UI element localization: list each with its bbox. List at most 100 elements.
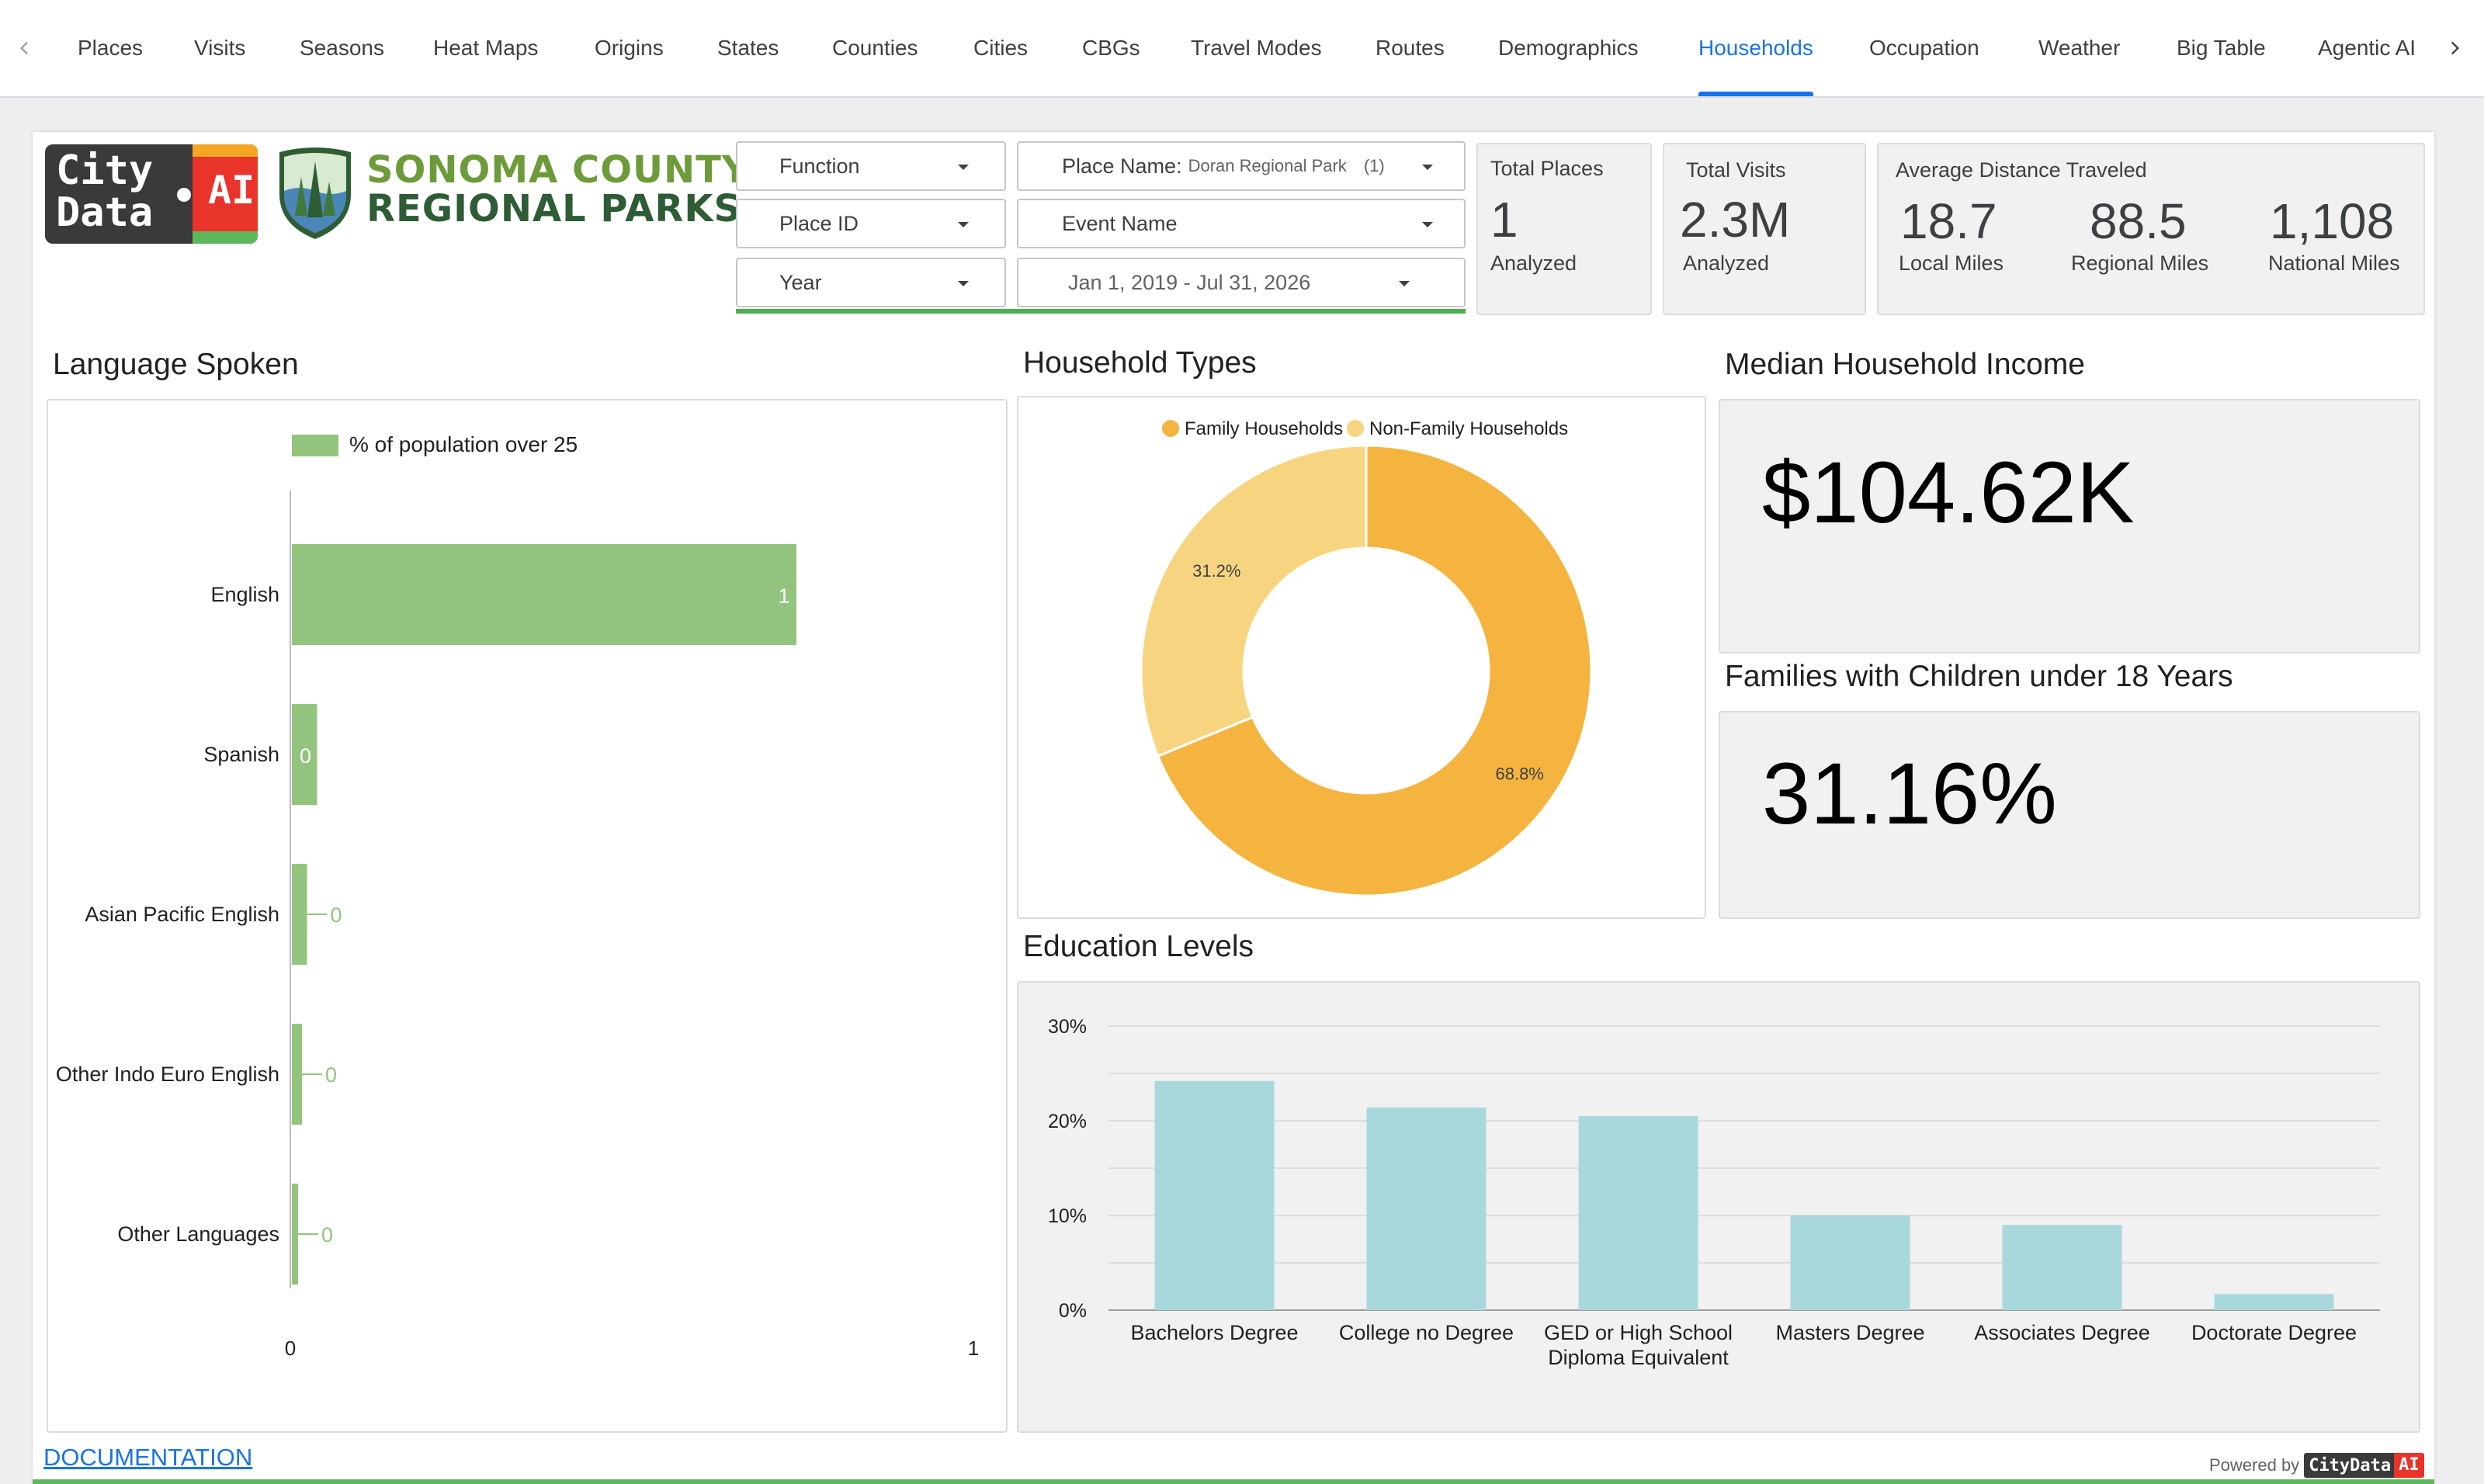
language-spoken-chart[interactable]: % of population over 25 English 1 Spanish 0 A… bbox=[48, 400, 1006, 1431]
bar-associates-degree bbox=[2002, 1225, 2122, 1310]
citydata-ai-logo: City Data AI bbox=[45, 144, 258, 244]
year-filter-label: Year bbox=[779, 270, 822, 294]
place-id-filter[interactable]: Place ID bbox=[736, 199, 1006, 248]
total-visits-scorecard: Total Visits 2.3M Analyzed bbox=[1663, 143, 1866, 315]
parks-logo-line2: REGIONAL PARKS bbox=[366, 187, 742, 231]
bar-college-no-degree bbox=[1366, 1107, 1487, 1310]
data-label: 0 bbox=[300, 744, 311, 768]
total-visits-title: Total Visits bbox=[1686, 158, 1786, 182]
tab-weather[interactable]: Weather bbox=[2038, 36, 2121, 60]
legend-swatch bbox=[292, 435, 338, 456]
powered-by-text: Powered by bbox=[2209, 1455, 2300, 1475]
place-name-filter-value: Doran Regional Park bbox=[1188, 156, 1347, 175]
families-children-card: 31.16% bbox=[1719, 711, 2420, 919]
families-children-value: 31.16% bbox=[1762, 745, 2057, 842]
tab-travel-modes[interactable]: Travel Modes bbox=[1191, 36, 1322, 60]
local-miles-label: Local Miles bbox=[1899, 251, 2004, 275]
household-types-chart[interactable]: Family Households Non-Family Households 68… bbox=[1018, 397, 1705, 917]
tab-places[interactable]: Places bbox=[78, 36, 144, 60]
tab-agentic-ai[interactable]: Agentic AI bbox=[2318, 36, 2416, 60]
report-bottom-accent bbox=[33, 1479, 2434, 1484]
dropdown-caret-icon bbox=[958, 281, 969, 286]
bar-asian-pacific-english bbox=[292, 864, 307, 965]
bar-english bbox=[292, 544, 796, 645]
total-places-sub: Analyzed bbox=[1490, 251, 1577, 275]
logo-word-data: Data bbox=[56, 189, 154, 236]
national-miles-label: National Miles bbox=[2268, 251, 2400, 275]
tab-routes[interactable]: Routes bbox=[1376, 36, 1445, 60]
y-tick-label: 0% bbox=[1059, 1300, 1087, 1322]
total-places-value: 1 bbox=[1490, 192, 1518, 248]
tab-occupation[interactable]: Occupation bbox=[1869, 36, 1979, 60]
tab-big-table[interactable]: Big Table bbox=[2177, 36, 2266, 60]
function-filter[interactable]: Function bbox=[736, 141, 1006, 191]
dropdown-caret-icon bbox=[1422, 222, 1433, 227]
dropdown-caret-icon bbox=[1399, 281, 1410, 286]
place-id-filter-label: Place ID bbox=[779, 211, 859, 235]
bar-ged-or-high-school-diploma-equivalent bbox=[1578, 1115, 1698, 1310]
tab-cities[interactable]: Cities bbox=[973, 36, 1029, 60]
chevron-right-icon bbox=[2451, 41, 2460, 55]
median-income-title: Median Household Income bbox=[1725, 348, 2085, 381]
tab-demographics[interactable]: Demographics bbox=[1498, 36, 1639, 60]
household-types-panel: Family Households Non-Family Households 68… bbox=[1017, 396, 1706, 919]
logo-word-city: City bbox=[56, 147, 154, 194]
dropdown-caret-icon bbox=[958, 222, 969, 227]
event-name-filter[interactable]: Event Name bbox=[1017, 199, 1466, 248]
data-label: 1 bbox=[778, 584, 789, 608]
tab-counties[interactable]: Counties bbox=[832, 36, 918, 60]
place-name-filter[interactable]: Place Name: Doran Regional Park (1) bbox=[1017, 141, 1466, 191]
bar-other-languages bbox=[292, 1184, 298, 1285]
year-filter[interactable]: Year bbox=[736, 258, 1006, 307]
powered-logo-ai: AI bbox=[2394, 1453, 2424, 1478]
scroll-right-button[interactable] bbox=[2439, 29, 2470, 67]
category-label: College no Degree bbox=[1339, 1321, 1514, 1344]
tab-heat-maps[interactable]: Heat Maps bbox=[433, 36, 539, 60]
powered-by-badge[interactable]: Powered by CityData AI bbox=[2209, 1453, 2424, 1478]
legend-label: % of population over 25 bbox=[349, 432, 578, 456]
data-label: 0 bbox=[325, 1063, 337, 1087]
data-label: 0 bbox=[331, 903, 342, 927]
powered-by-logo: CityData AI bbox=[2304, 1453, 2424, 1478]
household-types-title: Household Types bbox=[1023, 346, 1257, 380]
category-label: Other Languages bbox=[117, 1222, 279, 1246]
total-places-title: Total Places bbox=[1490, 157, 1604, 180]
place-name-filter-count: (1) bbox=[1363, 156, 1385, 175]
category-label: GED or High School bbox=[1544, 1321, 1733, 1344]
dropdown-caret-icon bbox=[1422, 165, 1433, 170]
report-page-tabs: Places Visits Seasons Heat Maps Origins … bbox=[0, 0, 2484, 98]
x-tick-label: 1 bbox=[968, 1337, 979, 1360]
legend-label: Family Households bbox=[1185, 418, 1343, 439]
category-label: Bachelors Degree bbox=[1130, 1321, 1298, 1344]
y-tick-label: 30% bbox=[1048, 1016, 1087, 1038]
category-label: Associates Degree bbox=[1974, 1321, 2150, 1344]
tab-states[interactable]: States bbox=[717, 36, 779, 60]
function-filter-label: Function bbox=[779, 154, 860, 178]
bar-spanish bbox=[292, 704, 317, 805]
local-miles-value: 18.7 bbox=[1900, 193, 1997, 249]
language-spoken-panel: % of population over 25 English 1 Spanish 0 A… bbox=[47, 399, 1008, 1433]
documentation-link[interactable]: DOCUMENTATION bbox=[43, 1444, 253, 1471]
bar-doctorate-degree bbox=[2214, 1294, 2334, 1310]
date-range-picker[interactable]: Jan 1, 2019 - Jul 31, 2026 bbox=[1017, 258, 1466, 307]
category-label: Masters Degree bbox=[1775, 1321, 1924, 1344]
tab-seasons[interactable]: Seasons bbox=[300, 36, 384, 60]
tab-origins[interactable]: Origins bbox=[595, 36, 664, 60]
tab-cbgs[interactable]: CBGs bbox=[1082, 36, 1140, 60]
education-levels-chart[interactable]: 0% 10% 20% 30% Bachelors Degree College no De… bbox=[1018, 983, 2419, 1431]
total-visits-sub: Analyzed bbox=[1683, 251, 1770, 275]
national-miles-value: 1,108 bbox=[2270, 193, 2395, 249]
y-tick-label: 20% bbox=[1048, 1111, 1087, 1132]
tab-visits[interactable]: Visits bbox=[194, 36, 246, 60]
category-label: English bbox=[210, 583, 279, 606]
slice-family-households bbox=[1156, 444, 1593, 897]
slice-label: 31.2% bbox=[1192, 561, 1240, 581]
logo-word-ai: AI bbox=[208, 168, 255, 213]
scroll-left-button[interactable] bbox=[9, 29, 40, 67]
bar-bachelors-degree bbox=[1154, 1080, 1275, 1310]
place-name-filter-label: Place Name: bbox=[1062, 154, 1182, 178]
tab-households[interactable]: Households bbox=[1698, 0, 1813, 96]
bar-other-indo-euro-english bbox=[292, 1024, 302, 1125]
families-children-title: Families with Children under 18 Years bbox=[1725, 660, 2233, 693]
x-tick-label: 0 bbox=[285, 1337, 296, 1360]
